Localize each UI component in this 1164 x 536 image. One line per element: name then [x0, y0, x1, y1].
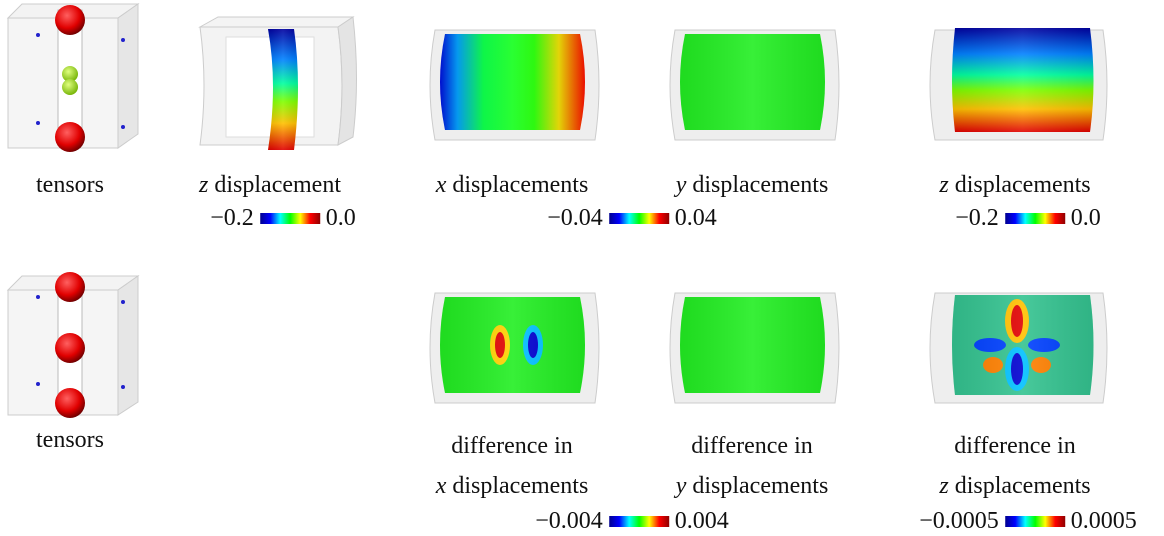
caption: y displacements [676, 171, 829, 199]
caption-variable: z [939, 473, 949, 499]
colorbar-gradient [608, 212, 669, 224]
caption-variable: y [675, 172, 687, 198]
z-displacement-image [198, 16, 357, 150]
caption-text: tensors [36, 172, 104, 198]
caption: difference in z displacements [939, 426, 1090, 506]
caption-line1: difference in [954, 433, 1076, 459]
tensors-image [6, 3, 140, 152]
colorbar: −0.04 0.04 [547, 204, 717, 232]
caption: z displacement [199, 171, 341, 199]
colorbar-min: −0.2 [210, 205, 254, 231]
colorbar-max: 0.0 [1070, 205, 1101, 231]
colorbar-gradient [1004, 212, 1065, 224]
colorbar-max: 0.004 [674, 508, 729, 534]
difference-z-image [929, 292, 1108, 404]
colorbar-min: −0.004 [535, 508, 603, 534]
colorbar-gradient [1004, 515, 1065, 527]
caption: difference in y displacements [676, 426, 829, 506]
colorbar: −0.0005 0.0005 [919, 507, 1137, 535]
colorbar-max: 0.0 [325, 205, 356, 231]
caption-text: displacement [214, 172, 341, 198]
caption-line1: difference in [451, 433, 573, 459]
caption-variable: x [435, 473, 447, 499]
colorbar-gradient [608, 515, 669, 527]
colorbar: −0.2 0.0 [210, 204, 356, 232]
colorbar-max: 0.0005 [1070, 508, 1137, 534]
caption-text: displacements [954, 172, 1091, 198]
tensors-image [6, 272, 140, 418]
caption: z displacements [939, 171, 1090, 199]
caption-text: displacements [692, 473, 829, 499]
difference-y-image [669, 292, 840, 404]
colorbar-max: 0.04 [674, 205, 717, 231]
caption-variable: z [939, 172, 949, 198]
caption-variable: y [675, 473, 687, 499]
caption: difference in x displacements [436, 426, 589, 506]
caption-text: displacements [452, 473, 589, 499]
caption: x displacements [436, 171, 589, 199]
y-displacements-image [669, 29, 840, 141]
colorbar-min: −0.2 [955, 205, 999, 231]
colorbar: −0.004 0.004 [535, 507, 729, 535]
colorbar-min: −0.0005 [919, 508, 999, 534]
caption-variable: x [435, 172, 447, 198]
colorbar: −0.2 0.0 [955, 204, 1101, 232]
z-displacements-image [929, 28, 1108, 141]
caption-text: tensors [36, 427, 104, 453]
colorbar-min: −0.04 [547, 205, 603, 231]
colorbar-gradient [259, 212, 320, 224]
difference-x-image [429, 292, 600, 404]
caption-text: displacements [954, 473, 1091, 499]
x-displacements-image [429, 29, 600, 141]
caption-line1: difference in [691, 433, 813, 459]
caption: tensors [36, 171, 104, 199]
caption-text: displacements [452, 172, 589, 198]
caption-text: displacements [692, 172, 829, 198]
caption-variable: z [199, 172, 209, 198]
caption: tensors [36, 426, 104, 454]
